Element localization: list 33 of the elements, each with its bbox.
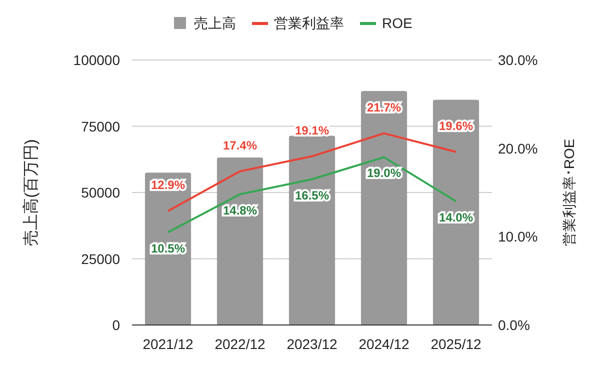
y-tick-label: 75000 xyxy=(81,118,120,134)
legend-label: ROE xyxy=(382,15,412,31)
y-tick-label: 25000 xyxy=(81,250,120,267)
data-label: 14.8% xyxy=(222,203,258,218)
legend-label: 売上高 xyxy=(194,15,236,31)
x-tick-label: 2023/12 xyxy=(286,336,338,352)
data-label: 16.5% xyxy=(294,188,330,202)
data-label: 19.1% xyxy=(294,123,330,138)
data-label: 19.6% xyxy=(438,118,474,133)
y2-tick-label: 0.0% xyxy=(498,317,530,333)
bar xyxy=(288,136,336,325)
data-label: 17.4% xyxy=(222,138,258,152)
y-axis-title: 売上高(百万円) xyxy=(22,139,40,246)
data-label: 14.0% xyxy=(438,210,474,224)
bar xyxy=(216,158,264,325)
data-label: 10.5% xyxy=(150,241,186,256)
x-tick-label: 2021/12 xyxy=(142,336,194,352)
x-tick-label: 2025/12 xyxy=(430,336,482,352)
y2-tick-label: 20.0% xyxy=(498,140,538,156)
y2-tick-label: 10.0% xyxy=(498,228,538,245)
legend-label: 営業利益率 xyxy=(274,15,344,31)
bar xyxy=(432,100,480,325)
y-tick-label: 100000 xyxy=(73,52,120,68)
y2-tick-label: 30.0% xyxy=(498,52,538,68)
data-label: 21.7% xyxy=(366,100,402,114)
data-label: 19.0% xyxy=(366,166,402,180)
x-tick-label: 2022/12 xyxy=(214,336,266,352)
bar xyxy=(360,91,408,325)
x-tick-label: 2024/12 xyxy=(358,336,410,352)
y-tick-label: 50000 xyxy=(81,184,120,200)
data-label: 12.9% xyxy=(150,178,186,192)
y2-axis-title: 営業利益率･ROE xyxy=(561,138,577,246)
y-tick-label: 0 xyxy=(112,317,120,333)
